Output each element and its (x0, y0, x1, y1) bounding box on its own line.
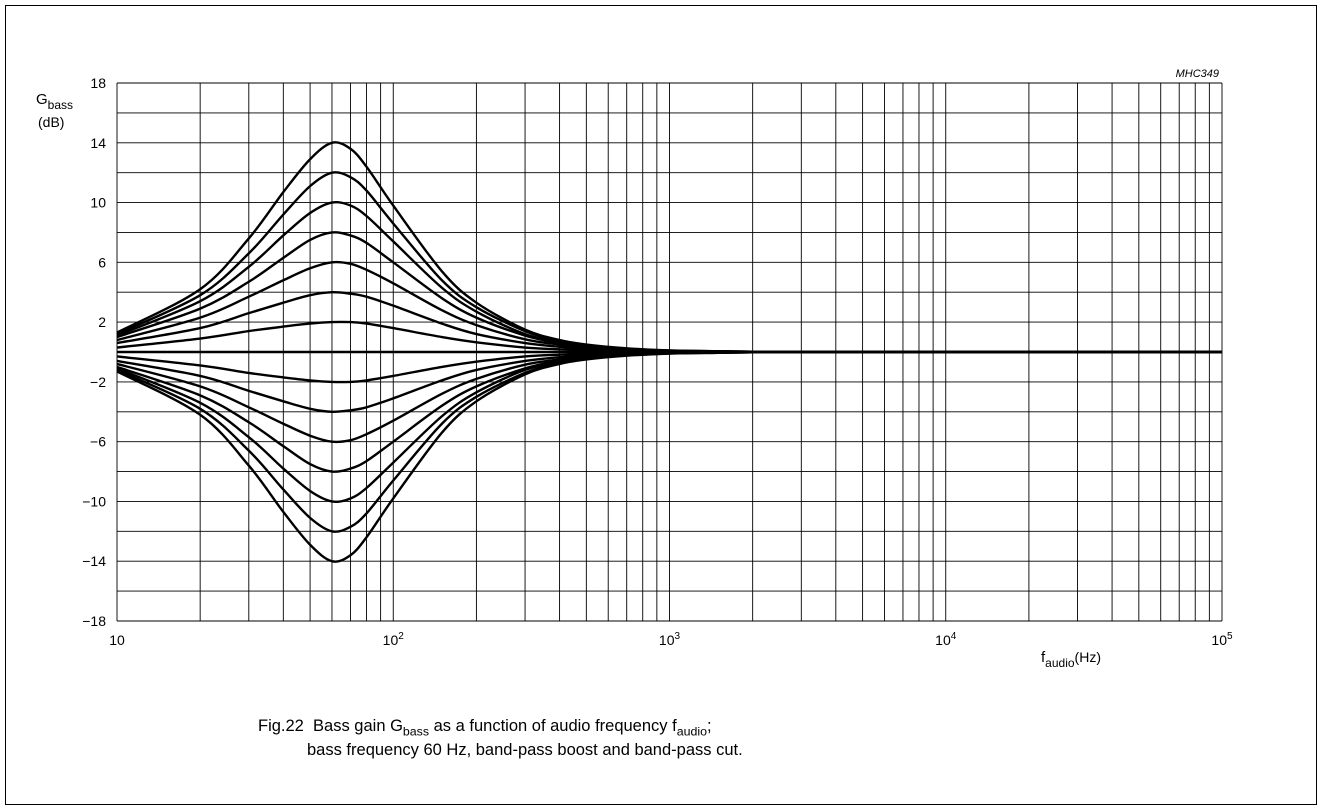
caption-text-b: as a function of audio frequency f (429, 717, 677, 735)
y-tick-label: 6 (98, 254, 106, 270)
y-tick-label: −14 (82, 553, 106, 569)
y-tick-label: −10 (82, 493, 106, 509)
y-tick-label: −6 (90, 434, 106, 450)
x-tick-label: 10 (109, 632, 125, 648)
caption-sub-audio: audio (676, 724, 707, 739)
caption-line-2: bass frequency 60 Hz, band-pass boost an… (307, 741, 743, 759)
x-axis-label: faudio(Hz) (1041, 649, 1101, 670)
y-tick-label: −2 (90, 374, 106, 390)
x-axis-unit: (Hz) (1075, 649, 1101, 665)
y-axis-subscript: bass (48, 98, 73, 112)
caption-text-a: Bass gain G (313, 717, 403, 735)
y-axis-unit: (dB) (38, 114, 64, 130)
y-axis-label: Gbass (36, 91, 73, 112)
figure-frame (5, 5, 1317, 805)
caption-fig-number: Fig.22 (258, 717, 304, 735)
figure-id-label: MHC349 (1176, 68, 1219, 80)
x-tick-label: 105 (1211, 631, 1233, 648)
y-tick-label: 18 (90, 75, 106, 91)
y-tick-label: 10 (90, 195, 106, 211)
x-axis-symbol: f (1041, 649, 1046, 666)
x-tick-label: 103 (659, 631, 681, 648)
caption-text-c: ; (706, 717, 712, 735)
x-axis-subscript: audio (1045, 656, 1075, 670)
y-tick-label: −18 (82, 613, 106, 629)
y-tick-label: 14 (90, 135, 106, 151)
curves (116, 141, 1222, 563)
y-axis-symbol: G (36, 91, 48, 108)
x-tick-label: 104 (935, 631, 957, 648)
caption-sub-bass: bass (402, 724, 430, 739)
y-tick-label: 2 (98, 314, 106, 330)
figure-caption: Fig.22 Bass gain Gbass as a function of … (258, 714, 743, 762)
gain-curve-15 (116, 350, 1222, 563)
caption-line-1: Fig.22 Bass gain Gbass as a function of … (258, 714, 743, 738)
x-tick-label: 102 (383, 631, 405, 648)
